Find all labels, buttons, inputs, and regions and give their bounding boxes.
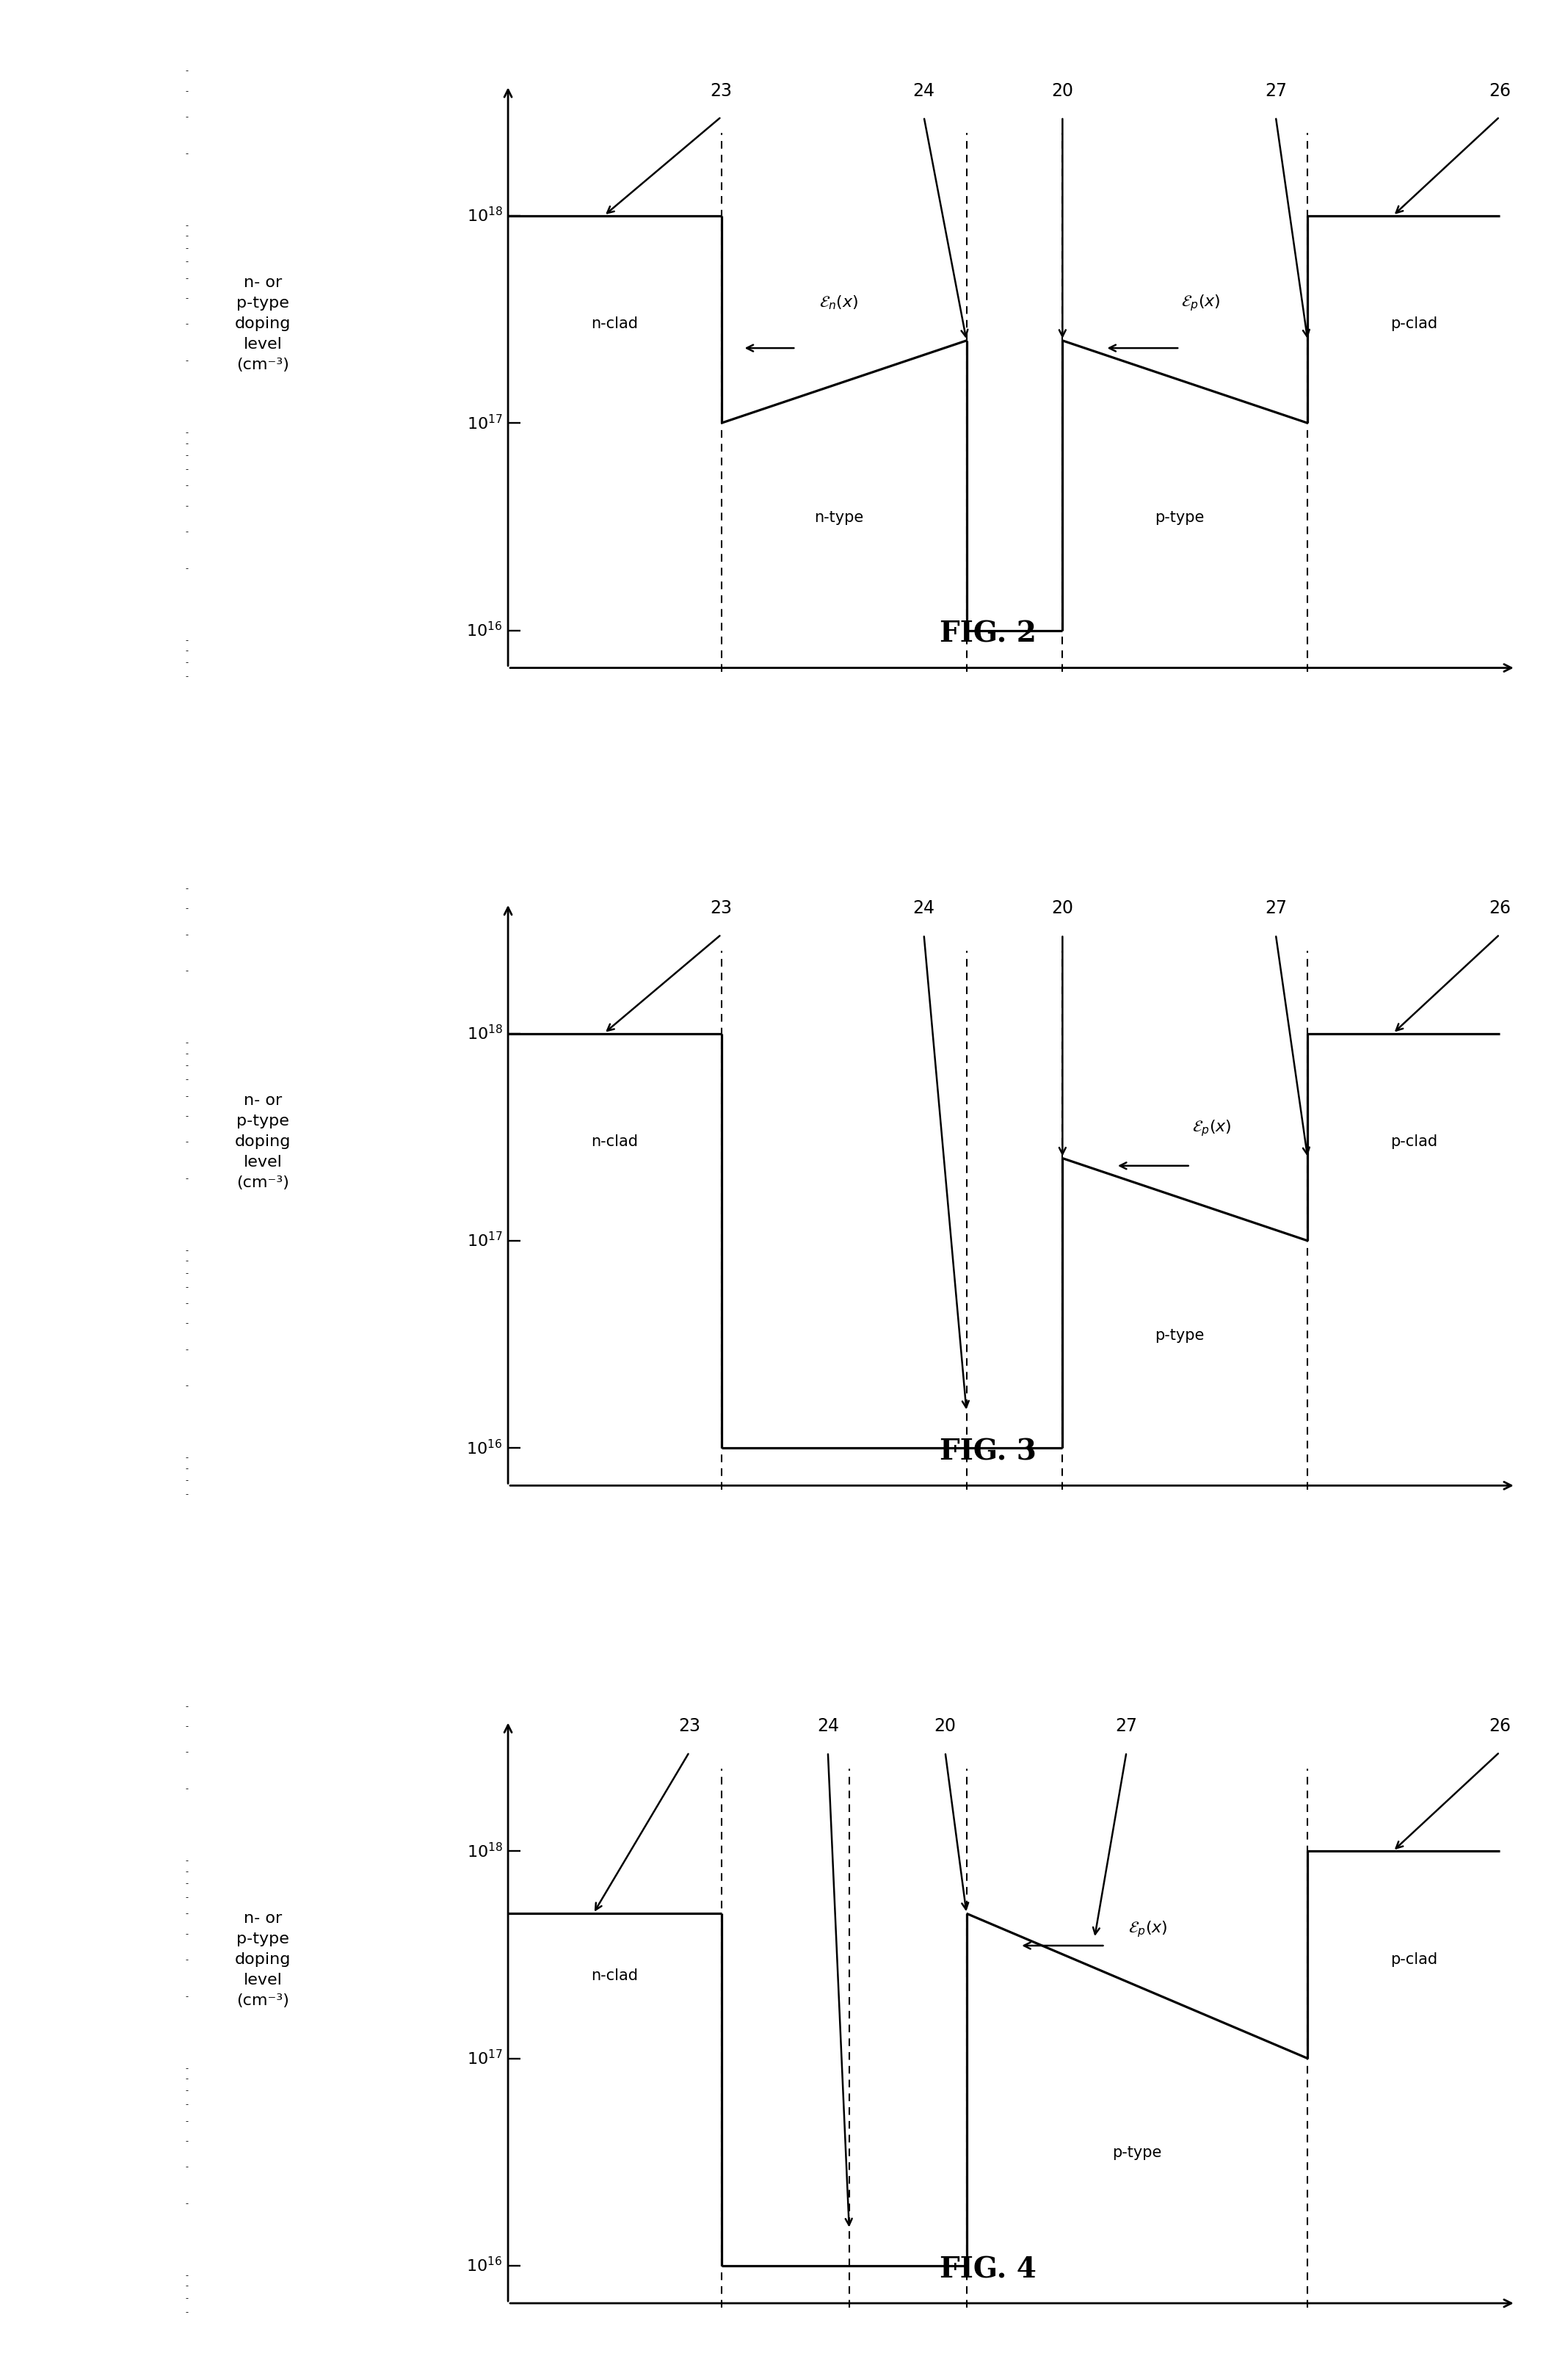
Text: 27: 27	[1115, 1717, 1137, 1734]
Text: $10^{18}$: $10^{18}$	[467, 1024, 503, 1043]
Text: n-clad: n-clad	[591, 1135, 638, 1149]
Text: FIG. 2: FIG. 2	[939, 620, 1036, 649]
Text: 27: 27	[1265, 83, 1287, 99]
Text: $10^{17}$: $10^{17}$	[467, 2050, 503, 2069]
Text: 23: 23	[679, 1717, 701, 1734]
Text: 27: 27	[1265, 899, 1287, 918]
Text: $\mathcal{E}_p(x)$: $\mathcal{E}_p(x)$	[1127, 1920, 1168, 1939]
Text: 23: 23	[710, 83, 732, 99]
Text: $\mathcal{E}_p(x)$: $\mathcal{E}_p(x)$	[1192, 1118, 1231, 1137]
Text: n- or
p-type
doping
level
(cm⁻³): n- or p-type doping level (cm⁻³)	[235, 276, 290, 373]
Text: 26: 26	[1488, 83, 1510, 99]
Text: 26: 26	[1488, 899, 1510, 918]
Text: $10^{18}$: $10^{18}$	[467, 1842, 503, 1861]
Text: p-clad: p-clad	[1391, 1135, 1438, 1149]
Text: $10^{17}$: $10^{17}$	[467, 413, 503, 432]
Text: 24: 24	[913, 899, 935, 918]
Text: 26: 26	[1488, 1717, 1510, 1734]
Text: 20: 20	[935, 1717, 956, 1734]
Text: 20: 20	[1052, 899, 1074, 918]
Text: n-type: n-type	[814, 510, 864, 526]
Text: FIG. 4: FIG. 4	[939, 2255, 1036, 2284]
Text: n-clad: n-clad	[591, 316, 638, 333]
Text: $10^{16}$: $10^{16}$	[467, 2258, 503, 2274]
Text: $\mathcal{E}_n(x)$: $\mathcal{E}_n(x)$	[818, 295, 858, 311]
Text: p-type: p-type	[1156, 1328, 1204, 1342]
Text: n-clad: n-clad	[591, 1967, 638, 1984]
Text: $\mathcal{E}_p(x)$: $\mathcal{E}_p(x)$	[1181, 293, 1221, 314]
Text: p-clad: p-clad	[1391, 316, 1438, 333]
Text: p-type: p-type	[1112, 2147, 1162, 2161]
Text: FIG. 3: FIG. 3	[939, 1439, 1036, 1465]
Text: $10^{18}$: $10^{18}$	[467, 208, 503, 224]
Text: n- or
p-type
doping
level
(cm⁻³): n- or p-type doping level (cm⁻³)	[235, 1092, 290, 1191]
Text: p-clad: p-clad	[1391, 1953, 1438, 1967]
Text: n- or
p-type
doping
level
(cm⁻³): n- or p-type doping level (cm⁻³)	[235, 1911, 290, 2008]
Text: p-type: p-type	[1156, 510, 1204, 526]
Text: $10^{17}$: $10^{17}$	[467, 1231, 503, 1250]
Text: $10^{16}$: $10^{16}$	[467, 620, 503, 639]
Text: $10^{16}$: $10^{16}$	[467, 1439, 503, 1458]
Text: 23: 23	[710, 899, 732, 918]
Text: 24: 24	[913, 83, 935, 99]
Text: 24: 24	[817, 1717, 839, 1734]
Text: 20: 20	[1052, 83, 1074, 99]
